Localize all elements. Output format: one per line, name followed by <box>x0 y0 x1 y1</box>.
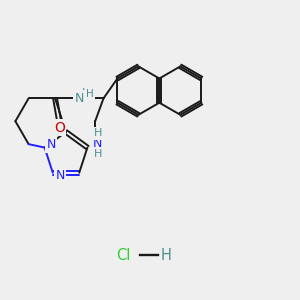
Text: N: N <box>93 137 102 151</box>
Text: N: N <box>56 169 65 182</box>
Text: O: O <box>54 121 65 135</box>
Text: H: H <box>86 89 94 99</box>
Text: N: N <box>46 138 56 151</box>
Text: H: H <box>161 248 172 262</box>
Text: H: H <box>93 128 102 139</box>
Text: Cl: Cl <box>116 248 130 262</box>
Text: N: N <box>75 92 84 105</box>
Text: H: H <box>93 149 102 159</box>
Text: H: H <box>82 88 90 98</box>
